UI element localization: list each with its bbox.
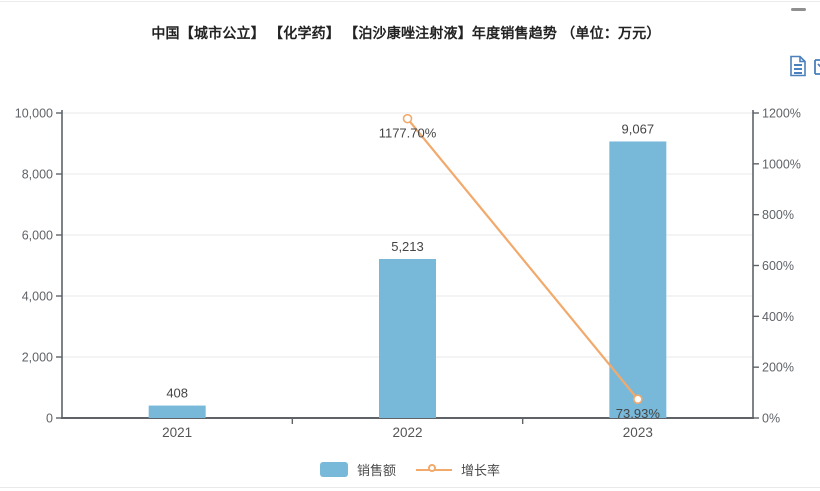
x-axis-category-label: 2022 [392, 425, 422, 440]
combo-chart: 0 2,000 4,000 6,000 8,000 10,000 0% 200% 400% 600… [15, 107, 801, 441]
growth-point-marker[interactable] [402, 113, 413, 124]
legend-item-sales[interactable]: 销售额 [319, 460, 396, 479]
sales-bar[interactable] [148, 405, 206, 418]
right-axis-tick-label: 600% [762, 259, 794, 273]
sales-bar[interactable] [379, 259, 436, 418]
legend-sales-label: 销售额 [356, 463, 396, 478]
left-axis-tick-label: 6,000 [22, 229, 53, 243]
sales-bar-value-label: 408 [166, 386, 188, 401]
legend-growth-label: 增长率 [461, 463, 501, 478]
growth-line[interactable] [406, 117, 639, 400]
chart-title: 中国【城市公立】 【化学药】 【泊沙康唑注射液】年度销售趋势 （单位：万元） [151, 25, 661, 41]
report-document-icon[interactable] [789, 55, 807, 77]
x-axis-category-label: 2023 [623, 425, 653, 440]
left-axis-tick-label: 8,000 [22, 168, 53, 182]
bottom-divider [0, 487, 820, 488]
left-axis-tick-label: 2,000 [22, 351, 53, 365]
right-axis-tick-label: 400% [762, 310, 794, 324]
right-axis-tick-label: 1200% [762, 107, 801, 121]
legend-item-growth[interactable]: 增长率 [416, 460, 500, 479]
left-axis-tick-label: 4,000 [22, 290, 53, 304]
minimize-dash-icon[interactable] [791, 8, 806, 11]
sales-bar-value-label: 5,213 [391, 239, 424, 254]
right-axis-tick-label: 0% [762, 412, 780, 426]
right-axis-tick-label: 800% [762, 208, 794, 222]
growth-point-label: 1177.70% [379, 126, 437, 141]
chart-legend: 销售额 增长率 [0, 460, 820, 479]
clipped-partial-icon[interactable] [812, 56, 820, 78]
x-axis-category-label: 2021 [162, 425, 192, 440]
growth-point-marker[interactable] [633, 394, 643, 405]
growth-point-label: 73.93% [616, 406, 661, 421]
sales-swatch-icon [319, 462, 348, 477]
left-axis-tick-label: 0 [46, 412, 53, 426]
growth-swatch-icon [416, 463, 452, 477]
left-axis-tick-label: 10,000 [15, 107, 53, 121]
right-axis-tick-label: 200% [762, 361, 794, 375]
right-axis-tick-label: 1000% [762, 157, 801, 171]
sales-bar[interactable] [609, 141, 667, 419]
sales-bar-value-label: 9,067 [622, 121, 655, 136]
top-divider [0, 1, 820, 2]
